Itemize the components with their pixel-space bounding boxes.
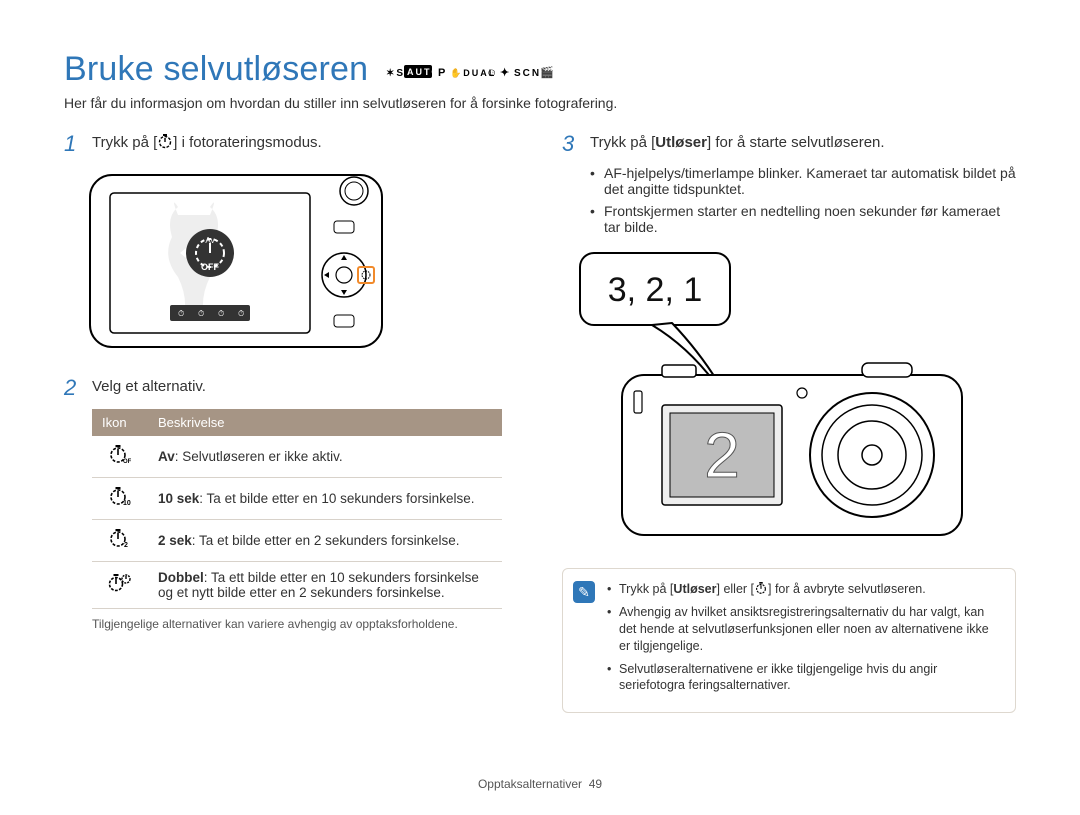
- row-desc: 10 sek: Ta et bilde etter en 10 sekunder…: [148, 478, 502, 520]
- page-subtitle: Her får du informasjon om hvordan du sti…: [64, 95, 1016, 111]
- footer-page: 49: [589, 777, 602, 791]
- note-item: Selvutløseralternativene er ikke tilgjen…: [607, 661, 1001, 695]
- svg-text:☺: ☺: [486, 67, 499, 79]
- svg-text:OFF: OFF: [123, 459, 131, 464]
- svg-text:10: 10: [123, 500, 131, 506]
- row-desc: Av: Selvutløseren er ikke aktiv.: [148, 436, 502, 478]
- table-row: OFF Av: Selvutløseren er ikke aktiv.: [92, 436, 502, 478]
- svg-text:✦: ✦: [500, 67, 511, 79]
- row-icon: 10: [92, 478, 148, 520]
- timer-icon: [754, 581, 768, 595]
- page-footer: Opptaksalternativer 49: [0, 777, 1080, 791]
- th-icon: Ikon: [92, 409, 148, 436]
- note-icon: ✎: [573, 581, 595, 603]
- step-1-post: ] i fotorateringsmodus.: [173, 134, 321, 151]
- note-item: Trykk på [Utløser] eller [] for å avbryt…: [607, 581, 1001, 598]
- svg-text:✶S: ✶S: [386, 68, 405, 79]
- left-column: 1 Trykk på [ ] i fotorateringsmodus.: [64, 133, 518, 713]
- row-desc: Dobbel: Ta ett bilde etter en 10 sekunde…: [148, 562, 502, 609]
- row-icon: OFF: [92, 436, 148, 478]
- step-2-number: 2: [64, 377, 82, 399]
- page-title: Bruke selvutløseren: [64, 50, 368, 89]
- mode-icons-svg: ✶S AUTO P ✋DUAL ☺ ✦ SCN 🎬: [386, 64, 556, 80]
- right-column: 3 Trykk på [Utløser] for å starte selvut…: [562, 133, 1016, 713]
- svg-text:AUTO: AUTO: [407, 67, 440, 77]
- svg-text:2: 2: [124, 542, 128, 548]
- svg-text:⏱: ⏱: [178, 309, 184, 318]
- svg-text:⏱: ⏱: [218, 309, 224, 318]
- columns: 1 Trykk på [ ] i fotorateringsmodus.: [64, 133, 1016, 713]
- footer-label: Opptaksalternativer: [478, 777, 582, 791]
- options-footnote: Tilgjengelige alternativer kan variere a…: [92, 617, 518, 631]
- table-row: 2 2 sek: Ta et bilde etter en 2 sekunder…: [92, 520, 502, 562]
- bubble-text: 3, 2, 1: [608, 271, 703, 309]
- lcd-countdown: 2: [704, 419, 740, 491]
- table-row: Dobbel: Ta ett bilde etter en 10 sekunde…: [92, 562, 502, 609]
- timer-icon: [157, 133, 173, 149]
- step-3-number: 3: [562, 133, 580, 155]
- step-3-text: Trykk på [Utløser] for å starte selvutlø…: [590, 133, 885, 155]
- note-item: Avhengig av hvilket ansiktsregistrerings…: [607, 604, 1001, 655]
- options-tbody: OFF Av: Selvutløseren er ikke aktiv. 10 …: [92, 436, 502, 609]
- step-1: 1 Trykk på [ ] i fotorateringsmodus.: [64, 133, 518, 155]
- step-1-number: 1: [64, 133, 82, 155]
- svg-text:⏱: ⏱: [198, 309, 204, 318]
- svg-text:⏱: ⏱: [238, 309, 244, 318]
- step-3-bullet: AF-hjelpelys/timerlampe blinker. Kamerae…: [590, 165, 1016, 197]
- camera-front-illustration: 3, 2, 1 2: [562, 245, 1016, 550]
- svg-text:OFF: OFF: [201, 262, 219, 272]
- note-box: ✎ Trykk på [Utløser] eller [] for å avbr…: [562, 568, 1016, 713]
- camera-back-illustration: Av OFF ⏱ ⏱ ⏱ ⏱: [86, 165, 518, 355]
- svg-text:P: P: [438, 67, 447, 79]
- row-icon: 2: [92, 520, 148, 562]
- page-root: Bruke selvutløseren ✶S AUTO P ✋DUAL ☺ ✦ …: [0, 0, 1080, 815]
- svg-text:SCN: SCN: [514, 68, 541, 79]
- step-2-text: Velg et alternativ.: [92, 377, 206, 399]
- title-row: Bruke selvutløseren ✶S AUTO P ✋DUAL ☺ ✦ …: [64, 50, 1016, 89]
- options-table: Ikon Beskrivelse OFF Av: Selvutløseren e…: [92, 409, 502, 609]
- row-icon: [92, 562, 148, 609]
- mode-icons: ✶S AUTO P ✋DUAL ☺ ✦ SCN 🎬: [386, 64, 556, 83]
- row-desc: 2 sek: Ta et bilde etter en 2 sekunders …: [148, 520, 502, 562]
- step-1-text: Trykk på [ ] i fotorateringsmodus.: [92, 133, 322, 155]
- step-3-bullet: Frontskjermen starter en nedtelling noen…: [590, 203, 1016, 235]
- th-desc: Beskrivelse: [148, 409, 502, 436]
- step-3: 3 Trykk på [Utløser] for å starte selvut…: [562, 133, 1016, 155]
- step-1-pre: Trykk på [: [92, 134, 157, 151]
- step-3-bullets: AF-hjelpelys/timerlampe blinker. Kamerae…: [590, 165, 1016, 235]
- table-row: 10 10 sek: Ta et bilde etter en 10 sekun…: [92, 478, 502, 520]
- svg-text:🎬: 🎬: [540, 66, 556, 79]
- step-2: 2 Velg et alternativ.: [64, 377, 518, 399]
